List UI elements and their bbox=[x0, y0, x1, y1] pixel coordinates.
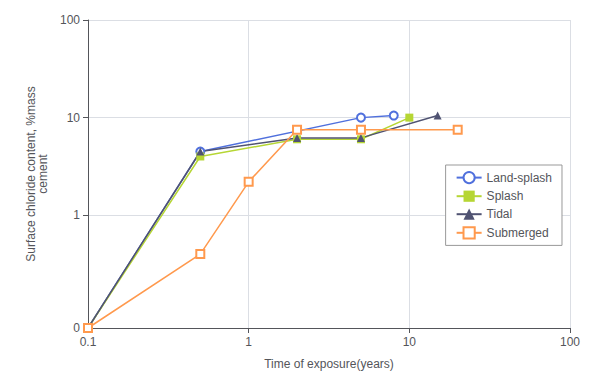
svg-text:10: 10 bbox=[67, 111, 81, 125]
svg-text:10: 10 bbox=[403, 335, 417, 349]
svg-text:1: 1 bbox=[245, 335, 252, 349]
svg-text:Tidal: Tidal bbox=[487, 207, 513, 221]
svg-text:1: 1 bbox=[73, 208, 80, 222]
svg-text:0: 0 bbox=[73, 321, 80, 335]
svg-text:Splash: Splash bbox=[487, 189, 524, 203]
svg-text:100: 100 bbox=[60, 13, 80, 27]
svg-text:100: 100 bbox=[560, 335, 580, 349]
svg-text:0.1: 0.1 bbox=[80, 335, 97, 349]
svg-text:Time of exposure(years): Time of exposure(years) bbox=[264, 357, 394, 371]
svg-text:Surface chloride content, %mas: Surface chloride content, %mass bbox=[24, 86, 39, 262]
svg-text:Land-splash: Land-splash bbox=[487, 171, 552, 185]
svg-text:cement: cement bbox=[36, 154, 50, 194]
svg-text:Submerged: Submerged bbox=[487, 226, 549, 240]
